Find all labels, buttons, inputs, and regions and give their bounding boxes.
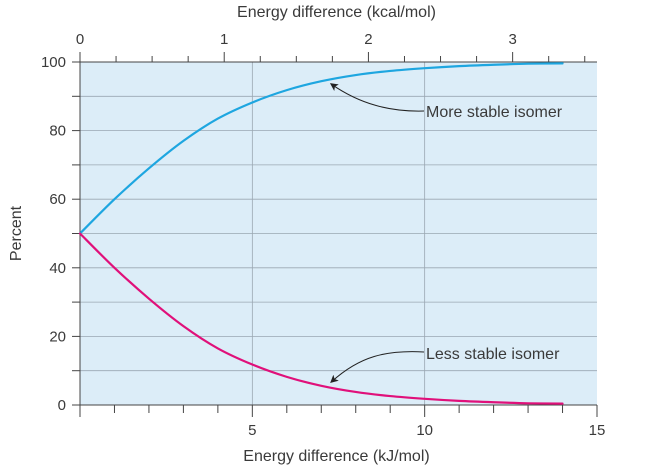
x2-tick-label: 0 <box>76 31 84 48</box>
annotation-more-stable: More stable isomer <box>426 104 563 121</box>
annotations: More stable isomer Less stable isomer <box>329 83 563 384</box>
tick-labels: 5 10 15 0 1 2 3 0 20 40 60 80 100 <box>41 31 605 439</box>
annotation-arrow-more-stable <box>329 83 425 112</box>
x2-tick-label: 3 <box>508 31 516 48</box>
y-tick-label: 40 <box>49 260 66 277</box>
y-axis-title: Percent <box>8 205 25 261</box>
x-tick-label: 15 <box>589 422 606 439</box>
y-tick-label: 80 <box>49 123 66 140</box>
x-axis-title: Energy difference (kJ/mol) <box>243 448 429 465</box>
y-tick-label: 20 <box>49 328 66 345</box>
x2-tick-label: 1 <box>220 31 228 48</box>
y-tick-label: 60 <box>49 191 66 208</box>
x2-tick-label: 2 <box>364 31 372 48</box>
x-tick-label: 5 <box>248 422 256 439</box>
axis-ticks <box>72 52 598 417</box>
series-line-less-stable <box>78 232 564 405</box>
series-group <box>78 62 564 405</box>
annotation-less-stable: Less stable isomer <box>426 346 560 363</box>
grid-lines <box>80 62 597 405</box>
series-line-more-stable <box>78 62 564 235</box>
x-tick-label: 10 <box>416 422 433 439</box>
top-x-axis-title: Energy difference (kcal/mol) <box>237 4 436 21</box>
annotation-arrow-less-stable <box>330 351 425 384</box>
y-tick-label: 100 <box>41 54 66 71</box>
y-tick-label: 0 <box>58 397 66 414</box>
